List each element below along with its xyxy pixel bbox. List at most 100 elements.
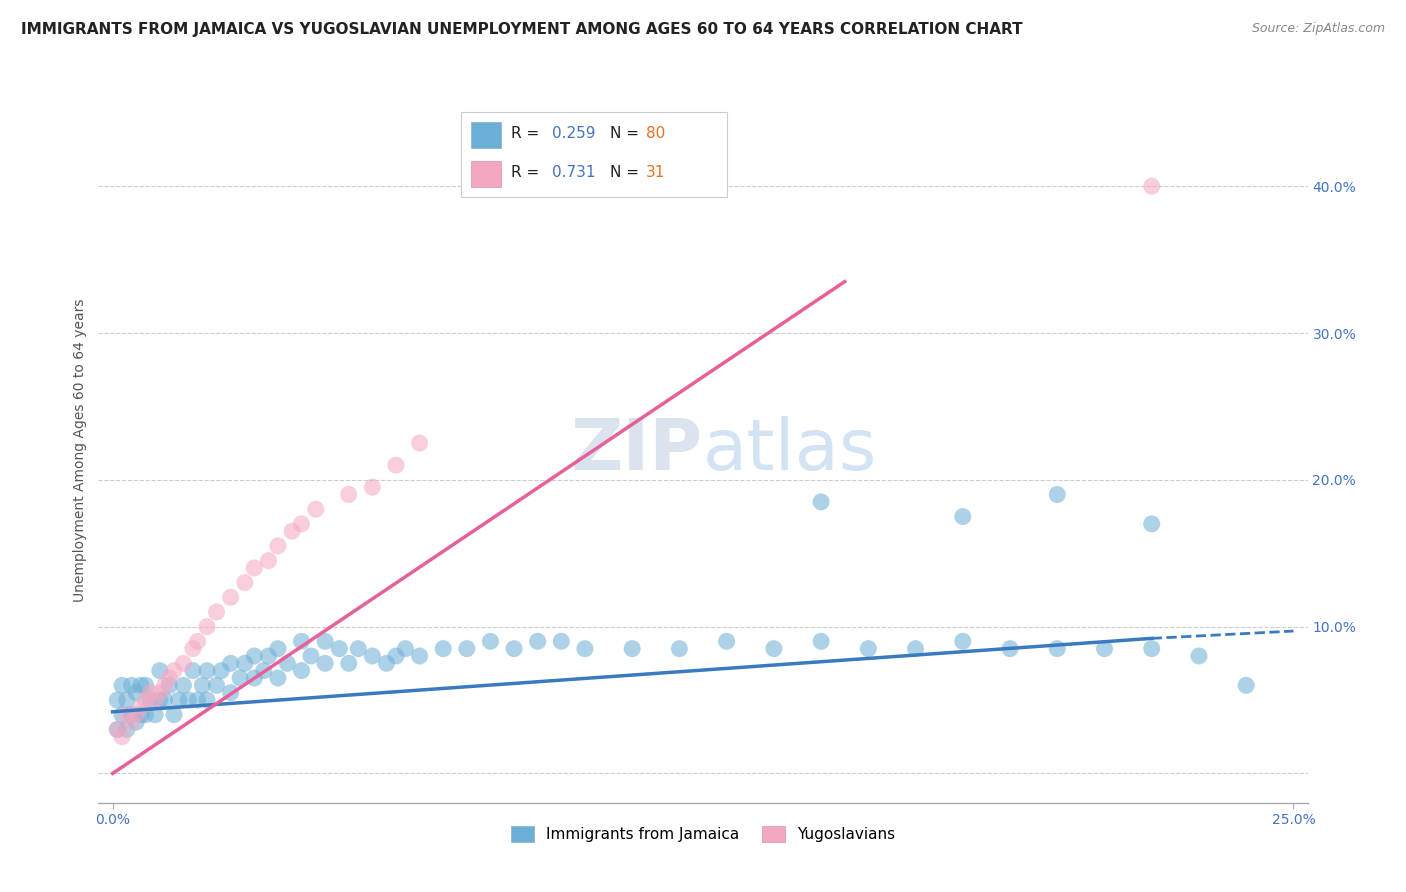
- Point: [233, 657, 256, 671]
- Point: [187, 693, 209, 707]
- Point: [347, 641, 370, 656]
- Point: [290, 516, 312, 531]
- Point: [952, 634, 974, 648]
- Point: [195, 619, 218, 633]
- Point: [139, 686, 162, 700]
- Point: [191, 678, 214, 692]
- Text: N =: N =: [610, 126, 644, 141]
- Point: [229, 671, 252, 685]
- Point: [503, 641, 526, 656]
- Text: IMMIGRANTS FROM JAMAICA VS YUGOSLAVIAN UNEMPLOYMENT AMONG AGES 60 TO 64 YEARS CO: IMMIGRANTS FROM JAMAICA VS YUGOSLAVIAN U…: [21, 22, 1022, 37]
- Point: [111, 707, 134, 722]
- Point: [716, 634, 738, 648]
- Text: R =: R =: [510, 126, 544, 141]
- Point: [243, 561, 266, 575]
- Point: [205, 605, 228, 619]
- Point: [135, 693, 157, 707]
- Point: [276, 657, 298, 671]
- Point: [167, 693, 190, 707]
- Point: [337, 487, 360, 501]
- Point: [621, 641, 644, 656]
- Point: [125, 686, 148, 700]
- Point: [243, 648, 266, 663]
- Point: [111, 730, 134, 744]
- Point: [105, 693, 128, 707]
- Point: [328, 641, 350, 656]
- Text: 0.731: 0.731: [551, 165, 595, 180]
- Point: [163, 707, 186, 722]
- Point: [135, 678, 157, 692]
- Point: [209, 664, 232, 678]
- FancyBboxPatch shape: [461, 112, 727, 197]
- Point: [574, 641, 596, 656]
- Point: [432, 641, 454, 656]
- Point: [290, 634, 312, 648]
- Point: [157, 678, 180, 692]
- Point: [125, 714, 148, 729]
- Point: [181, 664, 204, 678]
- Point: [526, 634, 548, 648]
- Point: [394, 641, 416, 656]
- Text: 31: 31: [647, 165, 665, 180]
- Point: [219, 686, 242, 700]
- Point: [115, 723, 138, 737]
- Point: [810, 634, 832, 648]
- Point: [153, 678, 176, 692]
- Point: [1046, 641, 1069, 656]
- Point: [267, 671, 290, 685]
- Point: [810, 495, 832, 509]
- Point: [172, 678, 194, 692]
- Text: atlas: atlas: [703, 416, 877, 485]
- Point: [129, 678, 152, 692]
- Point: [375, 657, 398, 671]
- Point: [337, 657, 360, 671]
- Point: [314, 657, 336, 671]
- Point: [290, 664, 312, 678]
- Point: [233, 575, 256, 590]
- Point: [361, 480, 384, 494]
- Point: [121, 678, 143, 692]
- Point: [163, 664, 186, 678]
- Point: [243, 671, 266, 685]
- Text: R =: R =: [510, 165, 544, 180]
- Legend: Immigrants from Jamaica, Yugoslavians: Immigrants from Jamaica, Yugoslavians: [505, 820, 901, 848]
- Point: [177, 693, 200, 707]
- Point: [479, 634, 502, 648]
- Point: [361, 648, 384, 663]
- Text: N =: N =: [610, 165, 644, 180]
- Point: [205, 678, 228, 692]
- Point: [408, 648, 430, 663]
- Point: [153, 693, 176, 707]
- Point: [105, 723, 128, 737]
- Text: ZIP: ZIP: [571, 416, 703, 485]
- Point: [181, 641, 204, 656]
- Point: [105, 723, 128, 737]
- Point: [115, 693, 138, 707]
- Point: [143, 693, 166, 707]
- Point: [456, 641, 478, 656]
- Point: [299, 648, 322, 663]
- Point: [219, 657, 242, 671]
- Point: [762, 641, 785, 656]
- Text: 0.259: 0.259: [551, 126, 595, 141]
- Point: [1094, 641, 1116, 656]
- FancyBboxPatch shape: [471, 161, 501, 186]
- Y-axis label: Unemployment Among Ages 60 to 64 years: Unemployment Among Ages 60 to 64 years: [73, 299, 87, 602]
- Point: [139, 693, 162, 707]
- Point: [267, 641, 290, 656]
- Point: [125, 707, 148, 722]
- Point: [1140, 179, 1163, 194]
- Point: [1234, 678, 1257, 692]
- Point: [129, 707, 152, 722]
- Point: [1188, 648, 1211, 663]
- Point: [281, 524, 304, 539]
- Point: [385, 648, 408, 663]
- Point: [1140, 516, 1163, 531]
- Point: [253, 664, 276, 678]
- Point: [904, 641, 927, 656]
- Point: [187, 634, 209, 648]
- Point: [550, 634, 572, 648]
- Point: [149, 686, 172, 700]
- Point: [257, 553, 280, 567]
- Point: [952, 509, 974, 524]
